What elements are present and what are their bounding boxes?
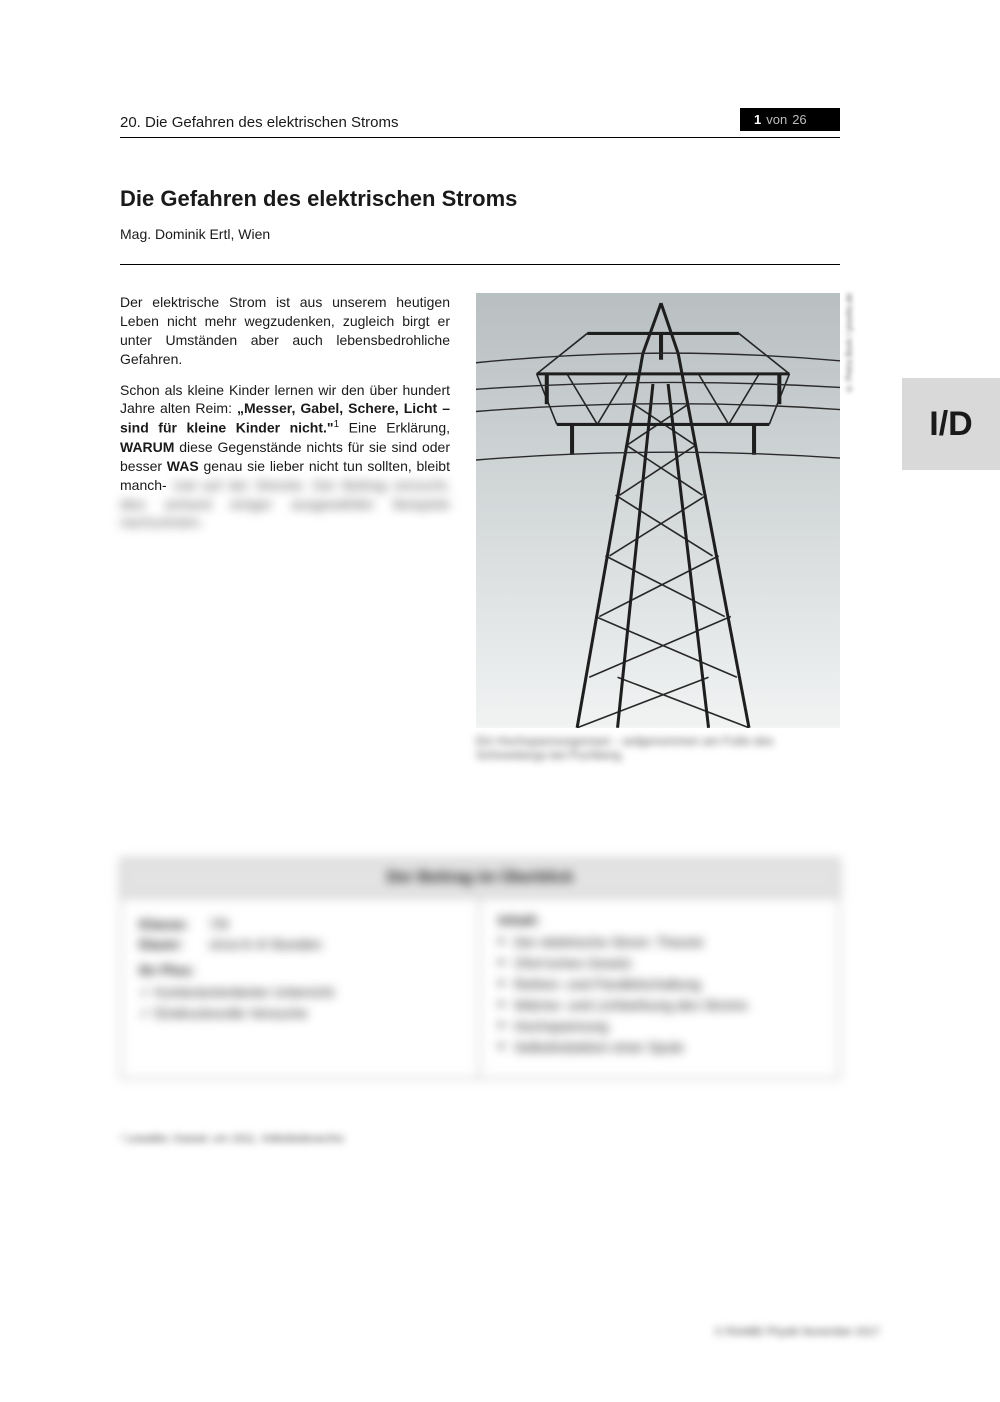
intro-text: Der elektrische Strom ist aus unserem he… — [120, 293, 450, 544]
bottom-credit: © RAABE Physik November 2017 — [715, 1326, 880, 1338]
overview-plus-list: Kontextorientierter Unterricht Eindrucks… — [139, 984, 461, 1021]
page-total: 26 — [792, 112, 806, 127]
intro-p1: Der elektrische Strom ist aus unserem he… — [120, 293, 450, 369]
intro-row: Der elektrische Strom ist aus unserem he… — [120, 293, 840, 762]
page-current: 1 — [754, 112, 761, 127]
page-title: Die Gefahren des elektrischen Stroms — [120, 186, 840, 212]
figure-caption: Ein Hochspannungsmast – aufgenommen am F… — [476, 734, 840, 762]
list-item: Kontextorientierter Unterricht — [139, 984, 461, 1000]
list-item: Selbstinduktion einer Spule — [498, 1039, 821, 1055]
overview-box: Der Beitrag im Überblick Klasse: 7/8 Dau… — [120, 858, 840, 1079]
intro-p2: Schon als kleine Kinder lernen wir den ü… — [120, 381, 450, 533]
list-item: Reihen- und Parallelschaltung — [498, 976, 821, 992]
overview-left: Klasse: 7/8 Dauer: circa 6–8 Stunden Ihr… — [121, 898, 480, 1078]
overview-inhalt-list: Der elektrische Strom: Theorie Ohm'sches… — [498, 934, 821, 1055]
intro-blurred: mal auf der Strecke. Der Beitrag versuch… — [120, 477, 450, 531]
overview-right: Inhalt: Der elektrische Strom: Theorie O… — [480, 898, 839, 1078]
running-title: 20. Die Gefahren des elektrischen Stroms — [120, 114, 398, 131]
figure: © Petra Bork / pixelio.de — [476, 293, 840, 762]
figure-wrap: © Petra Bork / pixelio.de — [476, 293, 840, 728]
overview-dauer: Dauer: circa 6–8 Stunden — [139, 936, 461, 952]
page-of-label: von — [766, 112, 787, 127]
side-tab-label: I/D — [929, 405, 972, 444]
figure-credit: © Petra Bork / pixelio.de — [844, 293, 854, 394]
page: I/D 20. Die Gefahren des elektrischen St… — [0, 0, 1000, 1402]
overview-plus-label: Ihr Plus: — [139, 962, 461, 978]
footnote: ¹ Lewalter, Kassel, um 1911, Volkslieder… — [120, 1133, 840, 1145]
page-indicator: 1 von 26 — [740, 108, 840, 131]
side-tab: I/D — [902, 378, 1000, 470]
list-item: Eindrucksvolle Versuche — [139, 1005, 461, 1021]
content-area: 20. Die Gefahren des elektrischen Stroms… — [120, 108, 840, 1145]
pylon-image — [476, 293, 840, 728]
overview-inhalt-label: Inhalt: — [498, 912, 821, 928]
list-item: Hochspannung — [498, 1018, 821, 1034]
overview-body: Klasse: 7/8 Dauer: circa 6–8 Stunden Ihr… — [121, 898, 839, 1078]
running-header: 20. Die Gefahren des elektrischen Stroms… — [120, 108, 840, 138]
overview-klasse: Klasse: 7/8 — [139, 916, 461, 932]
list-item: Der elektrische Strom: Theorie — [498, 934, 821, 950]
list-item: Wärme- und Lichtwirkung des Stroms — [498, 997, 821, 1013]
list-item: Ohm'sches Gesetz — [498, 955, 821, 971]
author-line: Mag. Dominik Ertl, Wien — [120, 226, 840, 265]
overview-heading: Der Beitrag im Überblick — [121, 859, 839, 898]
